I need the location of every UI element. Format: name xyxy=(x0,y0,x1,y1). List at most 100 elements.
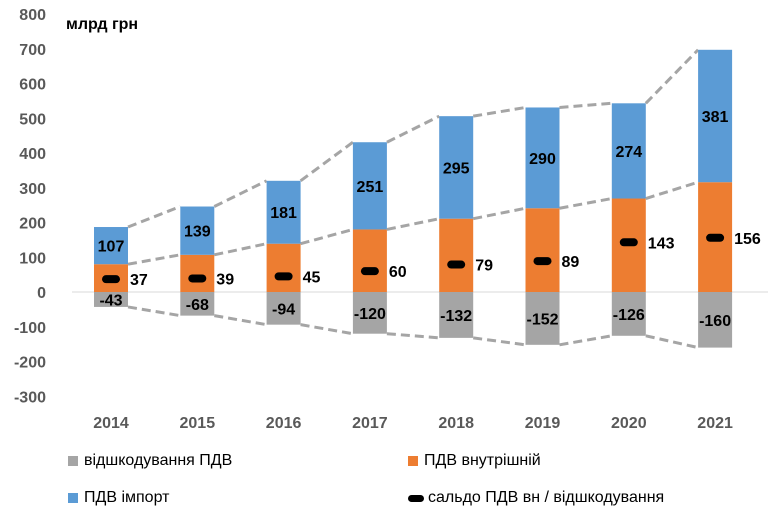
bar-import xyxy=(698,49,733,183)
connector-line-domestic xyxy=(300,228,354,246)
balance-marker xyxy=(360,267,379,276)
balance-marker xyxy=(188,274,207,283)
y-tick-label: 200 xyxy=(19,216,46,233)
data-label-balance: 79 xyxy=(475,258,493,275)
x-tick-label: 2018 xyxy=(438,415,474,432)
bar-import xyxy=(352,142,387,230)
data-label-import: 107 xyxy=(98,239,125,256)
series-connector-lines xyxy=(127,48,700,350)
bar-domestic xyxy=(439,218,474,292)
legend-item-balance: сальдо ПДВ вн / відшкодування xyxy=(408,489,664,507)
y-tick-label: -100 xyxy=(14,320,46,337)
y-tick-label: -200 xyxy=(14,355,46,372)
connector-line-refund xyxy=(559,334,613,347)
legend-label-balance: сальдо ПДВ вн / відшкодування xyxy=(428,489,665,506)
connector-line-refund xyxy=(473,336,526,347)
data-label-import: 381 xyxy=(702,109,729,126)
x-tick-label: 2014 xyxy=(93,415,129,432)
bar-refund xyxy=(525,292,560,345)
y-tick-label: 0 xyxy=(37,285,46,302)
x-tick-label: 2021 xyxy=(697,415,733,432)
connector-line-domestic xyxy=(386,217,440,231)
data-label-refund: -120 xyxy=(354,306,386,323)
data-labels: 107 -43 37 139 -68 39 181 -94 45 251 -120 60 295 -132… xyxy=(98,109,761,330)
data-label-refund: -94 xyxy=(272,301,295,318)
connector-line-total xyxy=(299,141,354,183)
y-axis: 800 700 600 500 400 300 200 100 0 -100 -200 -300 xyxy=(14,7,768,406)
bar-refund xyxy=(180,292,215,316)
data-label-balance: 89 xyxy=(562,254,580,271)
bar-domestic xyxy=(266,243,301,292)
x-tick-label: 2020 xyxy=(611,415,647,432)
connector-line-total xyxy=(644,48,700,105)
bar-import xyxy=(439,116,474,219)
y-tick-label: 600 xyxy=(19,77,46,94)
x-axis: 2014 2015 2016 2017 2018 2019 2020 2021 xyxy=(93,415,733,432)
y-tick-label: 300 xyxy=(19,181,46,198)
balance-marker xyxy=(447,260,466,269)
data-label-import: 181 xyxy=(270,205,297,222)
x-tick-label: 2016 xyxy=(266,415,302,432)
data-label-import: 274 xyxy=(615,144,642,161)
connector-line-total xyxy=(127,205,181,229)
connector-line-refund xyxy=(214,314,267,327)
y-tick-label: -300 xyxy=(14,389,46,406)
bar-domestic xyxy=(525,208,560,292)
bar-refund xyxy=(266,292,301,325)
bars-group xyxy=(94,49,733,348)
legend-item-domestic: ПДВ внутрішній xyxy=(408,452,541,470)
connector-line-domestic xyxy=(213,242,267,257)
bar-import xyxy=(525,107,560,209)
connector-line-refund xyxy=(386,332,440,340)
bar-refund xyxy=(698,292,733,348)
x-tick-label: 2017 xyxy=(352,415,388,432)
data-label-balance: 39 xyxy=(216,271,234,288)
connector-line-domestic xyxy=(559,197,613,210)
balance-marker xyxy=(102,275,120,284)
legend-label-import: ПДВ імпорт xyxy=(84,489,170,506)
connector-line-refund xyxy=(300,323,354,336)
legend-item-refund: відшкодування ПДВ xyxy=(68,452,232,470)
bar-refund xyxy=(94,292,128,307)
legend-label-domestic: ПДВ внутрішній xyxy=(424,452,541,469)
data-label-import: 290 xyxy=(529,151,556,168)
data-label-refund: -152 xyxy=(526,311,558,328)
x-tick-label: 2015 xyxy=(180,415,216,432)
bar-import xyxy=(266,180,301,244)
legend-label-refund: відшкодування ПДВ xyxy=(84,452,233,469)
y-tick-label: 400 xyxy=(19,146,46,163)
data-label-balance: 156 xyxy=(734,231,761,248)
data-label-refund: -160 xyxy=(699,313,731,330)
data-label-import: 251 xyxy=(357,179,384,196)
connector-line-refund xyxy=(127,305,181,318)
connector-line-total xyxy=(559,101,612,109)
balance-marker xyxy=(274,272,293,281)
bar-refund xyxy=(611,292,646,336)
data-label-refund: -68 xyxy=(186,297,209,314)
data-label-refund: -43 xyxy=(99,292,122,309)
y-tick-label: 100 xyxy=(19,250,46,267)
data-label-balance: 60 xyxy=(389,264,407,281)
connector-line-domestic xyxy=(472,206,526,221)
data-label-balance: 143 xyxy=(648,235,675,252)
connector-line-refund xyxy=(645,334,699,350)
unit-label: млрд грн xyxy=(66,16,138,33)
x-tick-label: 2019 xyxy=(525,415,561,432)
data-label-refund: -126 xyxy=(613,307,645,324)
connector-line-domestic xyxy=(645,180,699,200)
legend-marker-balance xyxy=(408,494,424,502)
y-tick-label: 500 xyxy=(19,111,46,128)
y-tick-label: 800 xyxy=(19,7,46,24)
bar-domestic xyxy=(352,229,387,292)
data-label-balance: 37 xyxy=(130,272,148,289)
balance-marker xyxy=(619,238,638,247)
data-label-refund: -132 xyxy=(440,308,472,325)
data-label-import: 295 xyxy=(443,160,470,177)
legend-swatch-domestic xyxy=(408,456,418,466)
connector-line-total xyxy=(213,179,268,208)
y-tick-label: 700 xyxy=(19,42,46,59)
bar-import xyxy=(611,103,646,199)
connector-line-total xyxy=(472,105,526,118)
bar-domestic xyxy=(180,254,215,292)
